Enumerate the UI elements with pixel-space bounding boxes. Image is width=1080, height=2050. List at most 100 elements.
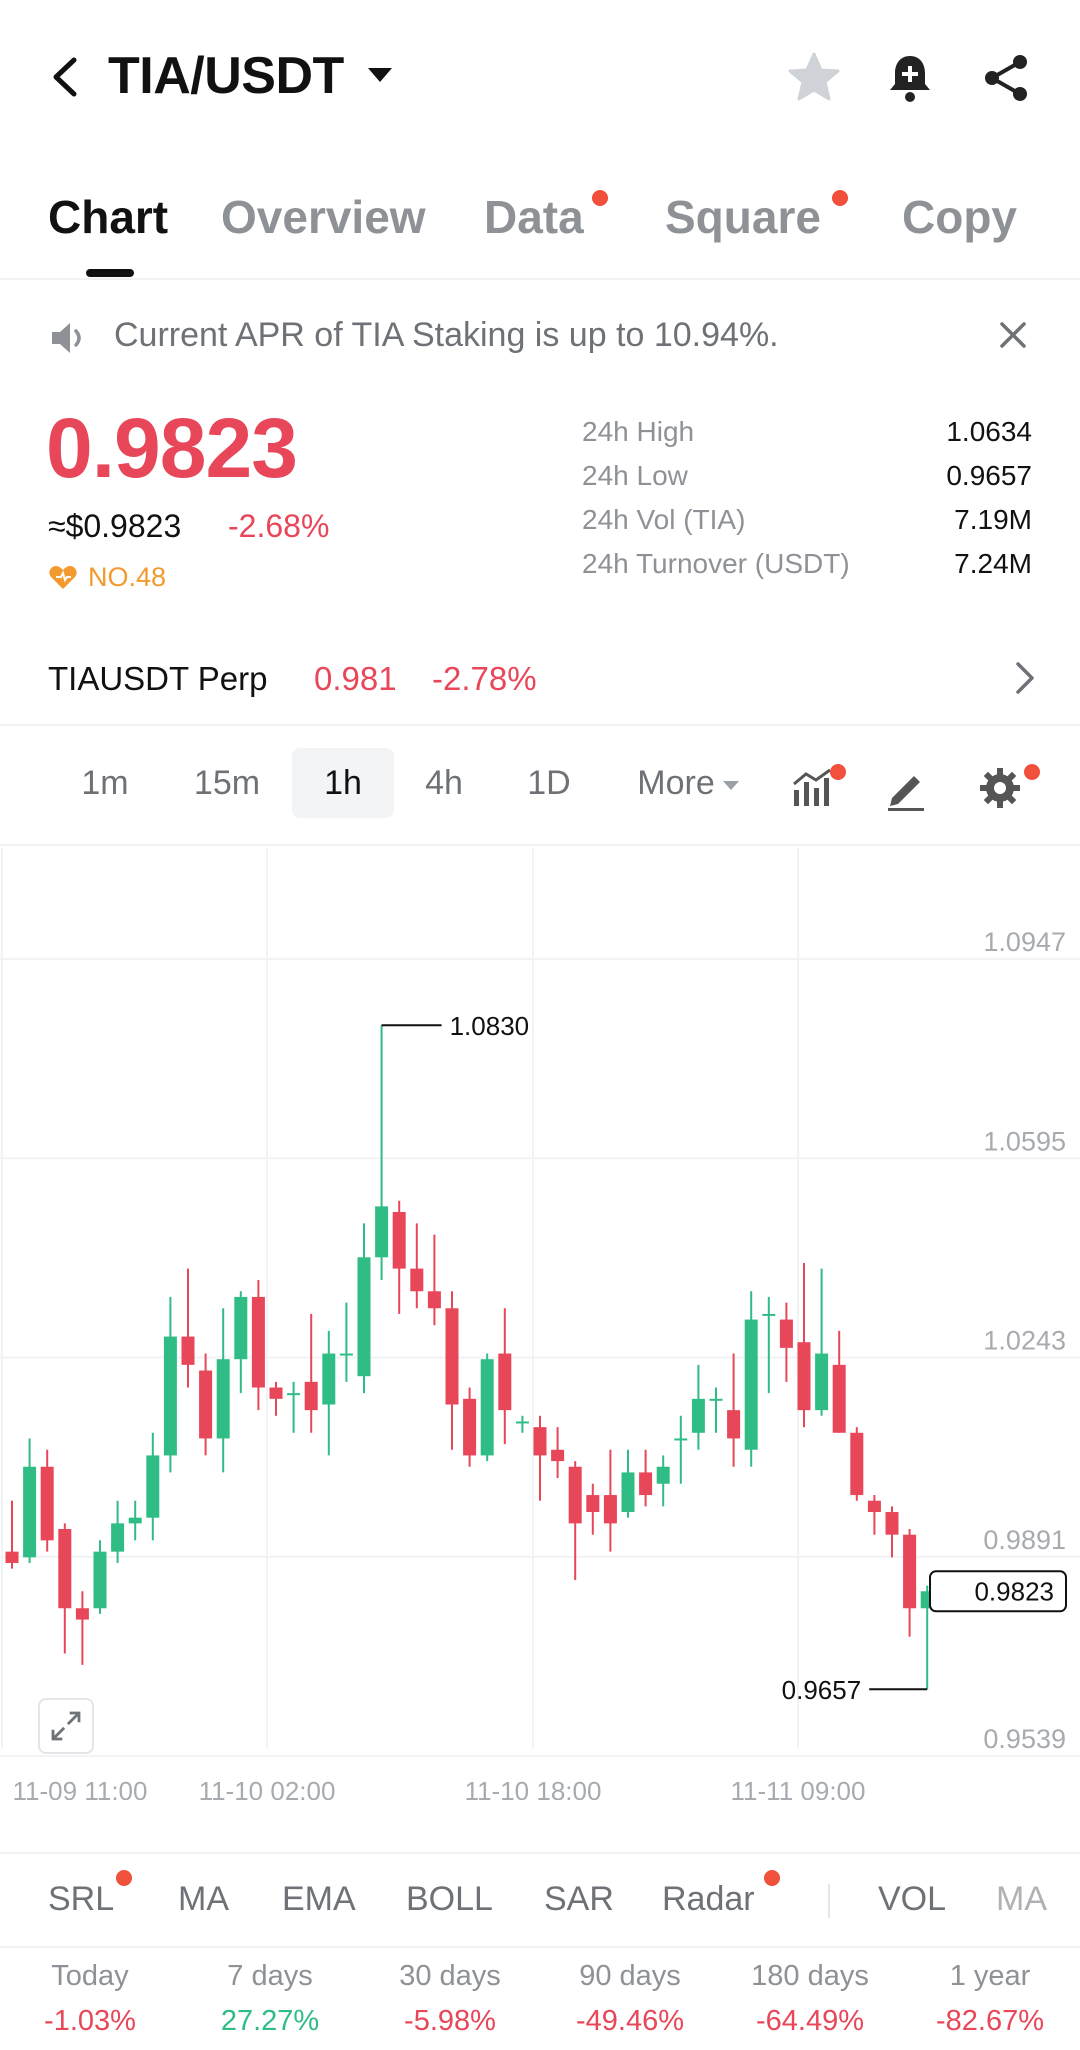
candle-body: [832, 1364, 846, 1433]
candle-body: [5, 1551, 19, 1563]
candle-body: [744, 1319, 758, 1450]
candle-body: [181, 1336, 195, 1365]
stat-row-low: 24h Low 0.9657: [582, 460, 1032, 504]
rank-heart-icon: [49, 565, 77, 589]
candle-body: [903, 1534, 917, 1609]
stat-row-turnover: 24h Turnover (USDT) 7.24M: [582, 548, 1032, 592]
low-price-label: 0.9657: [782, 1675, 862, 1705]
expand-icon[interactable]: [38, 1698, 94, 1754]
last-price-label: 0.9823: [974, 1576, 1054, 1606]
candlestick-chart[interactable]: 1.0830 0.9657 0.9823 1.0947 1.0595 1.0243 0.9…: [0, 848, 1080, 1800]
interval-1d[interactable]: 1D: [527, 764, 571, 802]
tab-square[interactable]: Square: [665, 191, 821, 243]
candle-body: [40, 1466, 54, 1541]
candle-body: [762, 1313, 776, 1316]
perf-180d: 180 days -64.49%: [720, 1960, 900, 2038]
chart-canvas[interactable]: 1.0830 0.9657 0.9823 1.0947 1.0595 1.0243 0.9…: [0, 848, 1080, 1800]
perf-value: -5.98%: [404, 2005, 496, 2037]
last-price: 0.9823: [46, 401, 298, 495]
candle-body: [251, 1296, 265, 1388]
perf-label: 90 days: [579, 1960, 681, 1992]
candle-body: [427, 1291, 441, 1309]
indicator-radar[interactable]: Radar: [662, 1880, 755, 1918]
interval-15m[interactable]: 15m: [193, 764, 261, 802]
candle-body: [551, 1449, 565, 1462]
price-change-percent: -2.68%: [228, 508, 330, 544]
draw-pencil-icon[interactable]: [882, 764, 930, 812]
y-axis-tick: 1.0243: [983, 1326, 1066, 1356]
perf-label: 1 year: [949, 1960, 1031, 1992]
star-icon[interactable]: [786, 50, 842, 106]
tab-overview[interactable]: Overview: [221, 191, 426, 243]
perf-today: Today -1.03%: [0, 1960, 180, 2038]
chevron-down-icon: [722, 780, 739, 790]
indicator-chart-icon[interactable]: [788, 764, 836, 812]
perf-value: -49.46%: [575, 2005, 684, 2037]
bell-plus-icon[interactable]: [882, 50, 938, 106]
indicator-ma[interactable]: MA: [178, 1880, 229, 1918]
stat-value: 1.0634: [946, 416, 1032, 447]
chevron-right-icon: [1016, 662, 1034, 694]
notification-dot: [832, 190, 848, 206]
stat-row-volume: 24h Vol (TIA) 7.19M: [582, 504, 1032, 548]
candle-body: [287, 1393, 301, 1396]
candle-body: [269, 1387, 283, 1399]
perf-value: -82.67%: [935, 2005, 1044, 2037]
indicator-ema[interactable]: EMA: [282, 1880, 356, 1918]
x-axis-tick: 11-09 11:00: [13, 1776, 148, 1800]
perf-label: 180 days: [751, 1960, 869, 1992]
rank-badge[interactable]: NO.48: [48, 562, 166, 593]
candle-body: [568, 1466, 582, 1524]
tab-copy[interactable]: Copy: [902, 191, 1017, 243]
candle-body: [639, 1472, 653, 1496]
perp-contract-row[interactable]: TIAUSDT Perp 0.981 -2.78%: [0, 630, 1080, 726]
rank-label: NO.48: [88, 562, 167, 592]
indicator-vol[interactable]: VOL: [878, 1880, 947, 1918]
candle-body: [234, 1296, 248, 1360]
indicator-srl[interactable]: SRL: [48, 1880, 115, 1918]
x-axis-tick: 11-10 18:00: [465, 1776, 602, 1800]
announcement-banner[interactable]: Current APR of TIA Staking is up to 10.9…: [0, 282, 1080, 392]
tab-data[interactable]: Data: [484, 191, 584, 243]
candle-body: [463, 1398, 477, 1456]
candle-body: [111, 1523, 125, 1552]
tab-chart[interactable]: Chart: [48, 191, 169, 243]
notification-dot: [830, 764, 846, 780]
usd-price: ≈$0.9823: [48, 508, 182, 544]
candle-body: [779, 1319, 793, 1348]
indicator-boll[interactable]: BOLL: [406, 1880, 493, 1918]
stat-value: 7.24M: [954, 548, 1032, 579]
tab-bar: Chart Overview Data Square Copy: [0, 170, 1080, 280]
interval-4h[interactable]: 4h: [425, 764, 463, 802]
candle-body: [867, 1500, 881, 1513]
pair-title[interactable]: TIA/USDT: [108, 47, 344, 105]
stat-value: 0.9657: [946, 460, 1032, 491]
candle-body: [216, 1359, 230, 1439]
interval-1m[interactable]: 1m: [81, 764, 129, 802]
y-axis-tick: 1.0595: [983, 1126, 1066, 1156]
candle-body: [674, 1438, 688, 1441]
chevron-down-icon[interactable]: [368, 68, 392, 82]
candle-body: [128, 1517, 142, 1524]
close-icon[interactable]: [996, 318, 1030, 352]
notification-dot: [1024, 764, 1040, 780]
stats-panel: 24h High 1.0634 24h Low 0.9657 24h Vol (…: [582, 416, 1032, 592]
indicator-ma-secondary[interactable]: MA: [996, 1880, 1047, 1918]
candle-body: [656, 1466, 670, 1484]
interval-1h[interactable]: 1h: [292, 748, 394, 818]
indicator-sar[interactable]: SAR: [544, 1880, 614, 1918]
perp-name: TIAUSDT Perp: [48, 660, 268, 697]
candle-body: [304, 1381, 318, 1411]
interval-more-dropdown[interactable]: More: [618, 748, 758, 818]
notification-dot: [764, 1870, 780, 1886]
candle-body: [357, 1257, 371, 1377]
candle-body: [410, 1268, 424, 1292]
perf-1y: 1 year -82.67%: [900, 1960, 1080, 2038]
perf-label: Today: [51, 1960, 129, 1992]
candle-body: [498, 1353, 512, 1411]
candle-body: [93, 1551, 107, 1609]
back-icon[interactable]: [44, 52, 88, 102]
share-icon[interactable]: [978, 50, 1034, 106]
candle-body: [797, 1342, 811, 1411]
settings-gear-icon[interactable]: [976, 764, 1024, 812]
